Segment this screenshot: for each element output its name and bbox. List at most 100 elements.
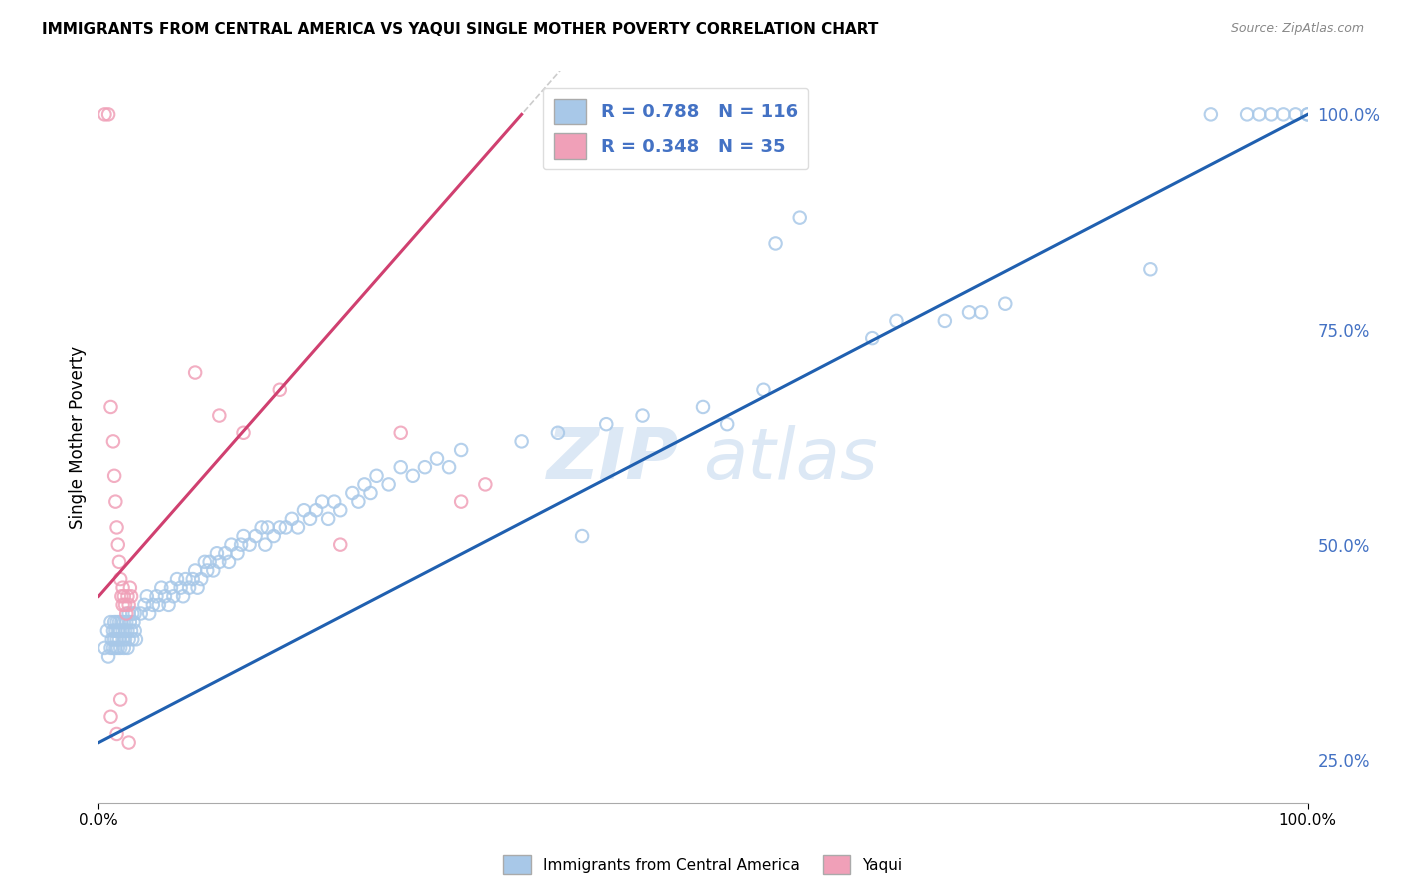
Point	[169, 581, 191, 595]
Point	[160, 581, 183, 595]
Point	[263, 529, 285, 543]
Point	[389, 460, 412, 475]
Point	[1249, 107, 1271, 121]
Legend: Immigrants from Central America, Yaqui: Immigrants from Central America, Yaqui	[498, 849, 908, 880]
Point	[377, 477, 399, 491]
Point	[117, 589, 139, 603]
Point	[134, 598, 156, 612]
Point	[110, 615, 132, 629]
Point	[166, 572, 188, 586]
Point	[450, 442, 472, 457]
Point	[269, 520, 291, 534]
Point	[153, 589, 176, 603]
Point	[105, 632, 128, 647]
Point	[269, 383, 291, 397]
Point	[150, 581, 173, 595]
Point	[195, 564, 218, 578]
Point	[108, 632, 131, 647]
Point	[115, 615, 138, 629]
Point	[1260, 107, 1282, 121]
Point	[162, 589, 184, 603]
Point	[135, 589, 157, 603]
Point	[118, 581, 141, 595]
Point	[124, 607, 146, 621]
Point	[571, 529, 593, 543]
Point	[124, 624, 146, 638]
Point	[437, 460, 460, 475]
Point	[108, 692, 131, 706]
Point	[229, 538, 252, 552]
Text: Source: ZipAtlas.com: Source: ZipAtlas.com	[1230, 22, 1364, 36]
Point	[121, 607, 143, 621]
Point	[214, 546, 236, 560]
Point	[118, 615, 141, 629]
Point	[108, 615, 131, 629]
Point	[118, 607, 141, 621]
Point	[103, 468, 125, 483]
Point	[184, 564, 207, 578]
Point	[101, 624, 124, 638]
Y-axis label: Single Mother Poverty: Single Mother Poverty	[69, 345, 87, 529]
Point	[886, 314, 908, 328]
Point	[93, 107, 115, 121]
Point	[108, 640, 131, 655]
Point	[104, 494, 127, 508]
Point	[181, 572, 204, 586]
Point	[232, 529, 254, 543]
Point	[108, 572, 131, 586]
Point	[218, 555, 240, 569]
Point	[474, 477, 496, 491]
Point	[1284, 107, 1306, 121]
Point	[100, 400, 122, 414]
Point	[118, 632, 141, 647]
Point	[329, 538, 352, 552]
Point	[114, 624, 136, 638]
Point	[100, 640, 122, 655]
Point	[111, 632, 134, 647]
Point	[172, 589, 194, 603]
Point	[311, 494, 333, 508]
Point	[934, 314, 956, 328]
Point	[329, 503, 352, 517]
Point	[184, 366, 207, 380]
Point	[125, 632, 148, 647]
Point	[208, 555, 231, 569]
Point	[342, 486, 364, 500]
Point	[100, 615, 122, 629]
Point	[221, 538, 243, 552]
Text: IMMIGRANTS FROM CENTRAL AMERICA VS YAQUI SINGLE MOTHER POVERTY CORRELATION CHART: IMMIGRANTS FROM CENTRAL AMERICA VS YAQUI…	[42, 22, 879, 37]
Point	[107, 538, 129, 552]
Point	[112, 640, 135, 655]
Point	[281, 512, 304, 526]
Point	[510, 434, 533, 449]
Point	[450, 494, 472, 508]
Point	[100, 632, 122, 647]
Point	[198, 555, 221, 569]
Point	[305, 503, 328, 517]
Point	[194, 555, 217, 569]
Point	[103, 615, 125, 629]
Point	[323, 494, 346, 508]
Point	[129, 607, 152, 621]
Point	[1296, 107, 1319, 121]
Point	[107, 624, 129, 638]
Point	[138, 607, 160, 621]
Point	[752, 383, 775, 397]
Point	[426, 451, 449, 466]
Point	[105, 727, 128, 741]
Point	[254, 538, 277, 552]
Point	[208, 409, 231, 423]
Point	[101, 640, 124, 655]
Point	[202, 564, 225, 578]
Point	[174, 572, 197, 586]
Point	[360, 486, 382, 500]
Point	[1296, 107, 1319, 121]
Point	[245, 529, 267, 543]
Point	[347, 494, 370, 508]
Point	[118, 598, 141, 612]
Point	[1236, 107, 1258, 121]
Point	[121, 632, 143, 647]
Point	[111, 581, 134, 595]
Point	[120, 589, 142, 603]
Point	[789, 211, 811, 225]
